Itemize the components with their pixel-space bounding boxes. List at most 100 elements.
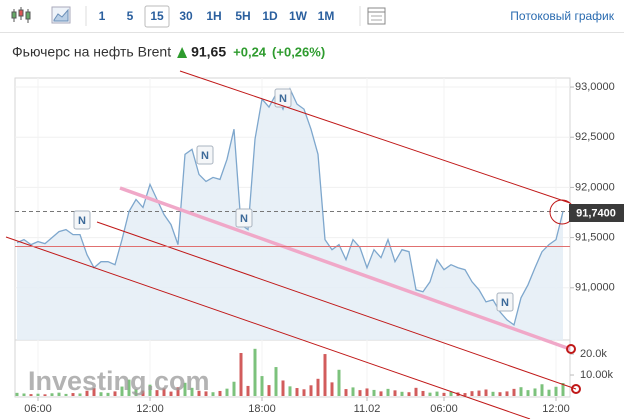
interval-button[interactable]: 1M [318,9,335,23]
volume-bar [218,390,222,396]
y-tick-label: 91,0000 [575,282,615,294]
volume-bar [162,388,166,396]
streaming-link[interactable]: Потоковый график [510,9,614,23]
volume-bar [498,392,502,396]
trend-line [119,186,571,351]
volume-bar [176,387,180,396]
volume-bar [141,390,145,396]
news-marker: N [279,93,287,105]
handle[interactable] [571,384,581,394]
volume-bar [50,393,54,396]
volume-bar [204,391,208,396]
volume-bar [463,393,467,396]
watermark: Investing.com [28,366,210,396]
x-tick-label: 06:00 [430,403,458,415]
interval-button[interactable]: 1D [262,9,278,23]
volume-bar [330,382,334,396]
volume-bar [316,378,320,396]
interval-button[interactable]: 1W [289,9,308,23]
volume-bar [232,381,236,396]
volume-bar [120,386,124,396]
x-tick-label: 18:00 [248,403,276,415]
volume-bar [533,388,537,396]
volume-bar [393,390,397,396]
interval-button[interactable]: 5H [235,9,250,23]
chart-title: Фьючерс на нефть Brent [12,44,171,60]
x-tick-label: 12:00 [136,403,164,415]
selected-interval-box [144,5,170,28]
volume-bar [134,389,138,396]
area-icon[interactable] [51,6,71,24]
interval-button[interactable]: 5 [127,9,134,23]
change-percent: (+0,26%) [272,44,325,59]
volume-bar [351,387,355,396]
toolbar: Потоковый график 1 5 15 30 1H 5H 1D 1W 1M [0,5,624,33]
volume-bar [71,393,75,396]
volume-bar [113,391,117,396]
volume-bar [407,392,411,396]
volume-bar [274,367,278,396]
volume-bar [197,390,201,396]
volume-bar [505,391,509,396]
volume-bar [554,386,558,396]
handle[interactable] [566,344,576,354]
interval-button[interactable]: 30 [179,9,193,23]
volume-bar [414,387,418,396]
volume-bar [372,389,376,396]
candle-icon[interactable] [11,7,31,23]
news-marker-box[interactable] [496,292,514,312]
volume-bar [358,390,362,396]
price: 91,65 [191,44,226,60]
last-price-label: 91,7400 [576,207,616,219]
volume-bar [365,388,369,396]
volume-bar [36,393,40,396]
volume-bar [43,394,47,396]
area [17,89,563,340]
volume-bar [148,384,152,396]
x-tick-label: 11.02 [354,403,381,415]
interval-button[interactable]: 1 [99,9,106,23]
volume-tick-label: 20.0k [580,348,607,360]
y-tick-label: 91,5000 [575,232,615,244]
volume-bar [428,392,432,396]
volume-bar [484,389,488,396]
news-marker-box[interactable] [235,208,253,228]
y-tick-label: 92,5000 [575,131,615,143]
volume-bar [323,354,327,396]
volume-bar [155,390,159,396]
volume-bar [281,380,285,396]
volume-bar [78,393,82,396]
volume-bar [379,391,383,396]
volume-bar [253,348,257,396]
trend-line [96,221,577,390]
volume-bar [491,391,495,396]
volume-bar [302,389,306,396]
news-marker-box[interactable] [73,210,91,230]
volume-bar [540,384,544,396]
volume-bar [295,388,299,396]
news-marker: N [501,297,509,309]
volume-bar [169,391,173,396]
interval-button[interactable]: 15 [150,9,164,23]
volume-bar [470,391,474,396]
up-arrow [177,47,188,58]
volume-bar [211,392,215,396]
y-tick-label: 92,0000 [575,181,615,193]
volume-bar [519,387,523,396]
volume-bar [57,392,61,396]
volume-bar [547,389,551,396]
news-marker-box[interactable] [196,145,214,165]
volume-bar [309,385,313,396]
volume-bar [267,385,271,396]
interval-button[interactable]: 1H [206,9,221,23]
table-icon[interactable] [367,7,386,25]
trend-line [179,70,571,204]
volume-bar [127,379,131,396]
volume-bar [85,390,89,396]
volume-bar [442,392,446,396]
volume-bar [449,392,453,396]
news-marker-box[interactable] [274,88,292,108]
volume-bar [190,387,194,396]
volume-bar [64,393,68,396]
